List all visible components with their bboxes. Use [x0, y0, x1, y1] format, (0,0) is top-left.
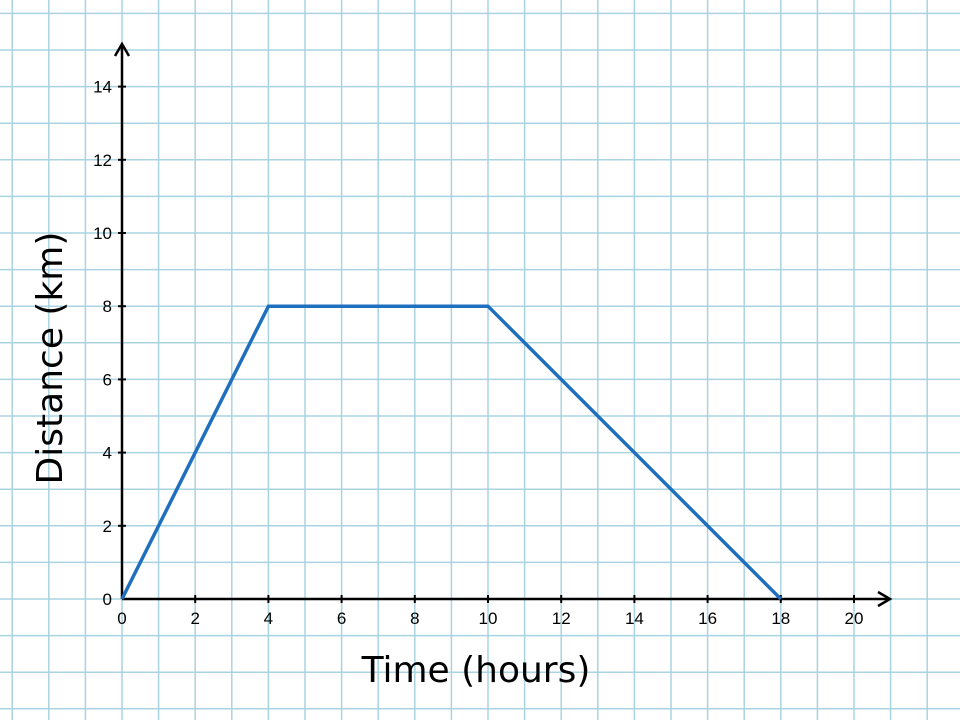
x-tick-label: 8	[410, 609, 419, 628]
x-tick-label: 20	[845, 609, 864, 628]
y-tick-label: 2	[103, 517, 112, 536]
x-tick-label: 0	[117, 609, 126, 628]
y-axis-title: Distance (km)	[30, 232, 71, 485]
x-tick-label: 6	[337, 609, 346, 628]
y-tick-label: 0	[103, 590, 112, 609]
x-tick-label: 14	[625, 609, 644, 628]
y-tick-label: 4	[103, 444, 112, 463]
ticks: 0 2 4 6 8 10 12 14 16 18 20 0 2 4 6 8 10 12 14	[93, 78, 863, 628]
x-axis-title: Time (hours)	[361, 650, 591, 691]
x-tick-label: 12	[552, 609, 571, 628]
y-axis-arrow	[113, 41, 131, 57]
axes	[113, 41, 893, 608]
x-tick-label: 10	[479, 609, 498, 628]
y-tick-label: 12	[93, 151, 112, 170]
x-tick-label: 16	[698, 609, 717, 628]
x-axis-arrow	[877, 590, 893, 608]
series	[120, 304, 783, 601]
y-tick-label: 8	[103, 297, 112, 316]
series-line	[120, 304, 783, 601]
x-tick-label: 4	[264, 609, 273, 628]
x-tick-label: 18	[771, 609, 790, 628]
x-tick-label: 2	[190, 609, 199, 628]
y-tick-label: 14	[93, 78, 112, 97]
y-tick-label: 10	[93, 224, 112, 243]
y-tick-label: 6	[103, 370, 112, 389]
